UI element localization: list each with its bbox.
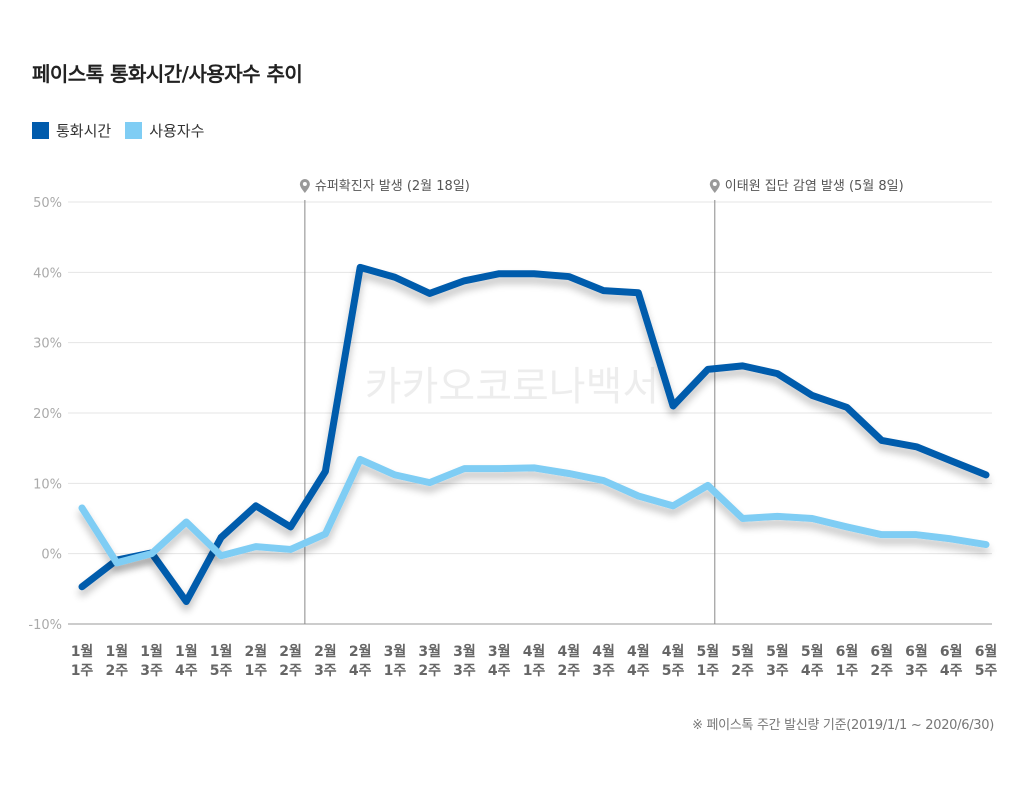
map-pin-dot xyxy=(712,182,717,186)
x-tick-label-week: 2주 xyxy=(418,663,441,679)
x-tick-label-week: 2주 xyxy=(870,663,893,679)
y-tick-label: 50% xyxy=(33,196,62,211)
legend-label: 통화시간 xyxy=(56,122,112,140)
x-tick-label-week: 5주 xyxy=(975,663,998,679)
x-tick-label-month: 3월 xyxy=(384,643,407,660)
x-tick-label-month: 5월 xyxy=(801,643,824,660)
x-tick-label-week: 4주 xyxy=(175,663,198,679)
x-tick-label-month: 1월 xyxy=(71,643,94,660)
x-tick-label-week: 3주 xyxy=(592,663,615,679)
x-tick-label-week: 2주 xyxy=(731,663,754,679)
x-tick-label-week: 2주 xyxy=(279,663,302,679)
y-tick-label: 20% xyxy=(33,407,62,422)
x-tick-label-week: 4주 xyxy=(349,663,372,679)
x-tick-label-week: 3주 xyxy=(905,663,928,679)
x-tick-label-month: 6월 xyxy=(975,643,998,660)
x-tick-label-month: 1월 xyxy=(175,643,198,660)
y-tick-label: 40% xyxy=(33,266,62,281)
watermark: 카카오코로나백서 xyxy=(365,364,659,410)
x-tick-label-month: 2월 xyxy=(279,643,302,660)
x-tick-label-week: 1주 xyxy=(245,663,268,679)
x-tick-label-week: 4주 xyxy=(488,663,511,679)
chart-title: 페이스톡 통화시간/사용자수 추이 xyxy=(32,62,303,86)
x-tick-label-week: 3주 xyxy=(766,663,789,679)
x-tick-label-week: 2주 xyxy=(105,663,128,679)
x-tick-label-week: 4주 xyxy=(801,663,824,679)
annotation-label: 이태원 집단 감염 발생 (5월 8일) xyxy=(725,179,904,194)
legend-item-call-time: 통화시간 xyxy=(32,120,111,141)
annotation-label: 슈퍼확진자 발생 (2월 18일) xyxy=(315,179,470,194)
x-tick-label-month: 4월 xyxy=(557,643,580,660)
y-tick-label: 10% xyxy=(33,477,62,492)
x-tick-label-month: 4월 xyxy=(662,643,685,660)
x-tick-label-month: 3월 xyxy=(488,643,511,660)
legend-swatch xyxy=(32,122,49,139)
x-tick-label-month: 2월 xyxy=(245,643,268,660)
x-tick-label-month: 3월 xyxy=(453,643,476,660)
legend-swatch xyxy=(125,122,143,139)
x-tick-label-month: 1월 xyxy=(105,643,128,660)
x-tick-label-month: 4월 xyxy=(592,643,615,660)
y-tick-label: 0% xyxy=(41,548,62,563)
legend: 통화시간 사용자수 xyxy=(32,120,204,141)
footnote: ※ 페이스톡 주간 발신량 기준(2019/1/1 ~ 2020/6/30) xyxy=(692,718,994,733)
x-tick-label-week: 1주 xyxy=(384,663,407,679)
x-tick-label-month: 6월 xyxy=(870,643,893,660)
x-tick-label-week: 5주 xyxy=(662,663,685,679)
x-tick-label-month: 5월 xyxy=(766,643,789,660)
x-tick-label-week: 1주 xyxy=(836,663,859,679)
x-tick-label-week: 3주 xyxy=(314,663,337,679)
x-tick-label-week: 3주 xyxy=(140,663,163,679)
x-tick-label-month: 6월 xyxy=(940,643,963,660)
x-tick-label-month: 4월 xyxy=(627,643,650,660)
legend-item-users: 사용자수 xyxy=(125,120,204,141)
x-tick-label-month: 1월 xyxy=(140,643,163,660)
x-tick-label-month: 6월 xyxy=(836,643,859,660)
x-tick-label-month: 1월 xyxy=(210,643,233,660)
x-tick-label-week: 5주 xyxy=(210,663,233,679)
x-tick-label-month: 5월 xyxy=(731,643,754,660)
x-tick-label-month: 2월 xyxy=(314,643,337,660)
x-tick-label-week: 1주 xyxy=(523,663,546,679)
y-tick-label: -10% xyxy=(28,618,62,633)
x-tick-label-month: 3월 xyxy=(418,643,441,660)
x-tick-label-week: 4주 xyxy=(940,663,963,679)
x-tick-label-week: 2주 xyxy=(557,663,580,679)
y-tick-label: 30% xyxy=(33,337,62,352)
x-tick-label-month: 6월 xyxy=(905,643,928,660)
x-tick-label-week: 1주 xyxy=(71,663,94,679)
x-tick-label-week: 3주 xyxy=(453,663,476,679)
x-tick-label-week: 4주 xyxy=(627,663,650,679)
x-tick-label-month: 5월 xyxy=(697,643,720,660)
x-tick-label-month: 2월 xyxy=(349,643,372,660)
map-pin-dot xyxy=(302,182,307,186)
legend-label: 사용자수 xyxy=(149,122,205,140)
x-tick-label-month: 4월 xyxy=(523,643,546,660)
x-tick-label-week: 1주 xyxy=(697,663,720,679)
